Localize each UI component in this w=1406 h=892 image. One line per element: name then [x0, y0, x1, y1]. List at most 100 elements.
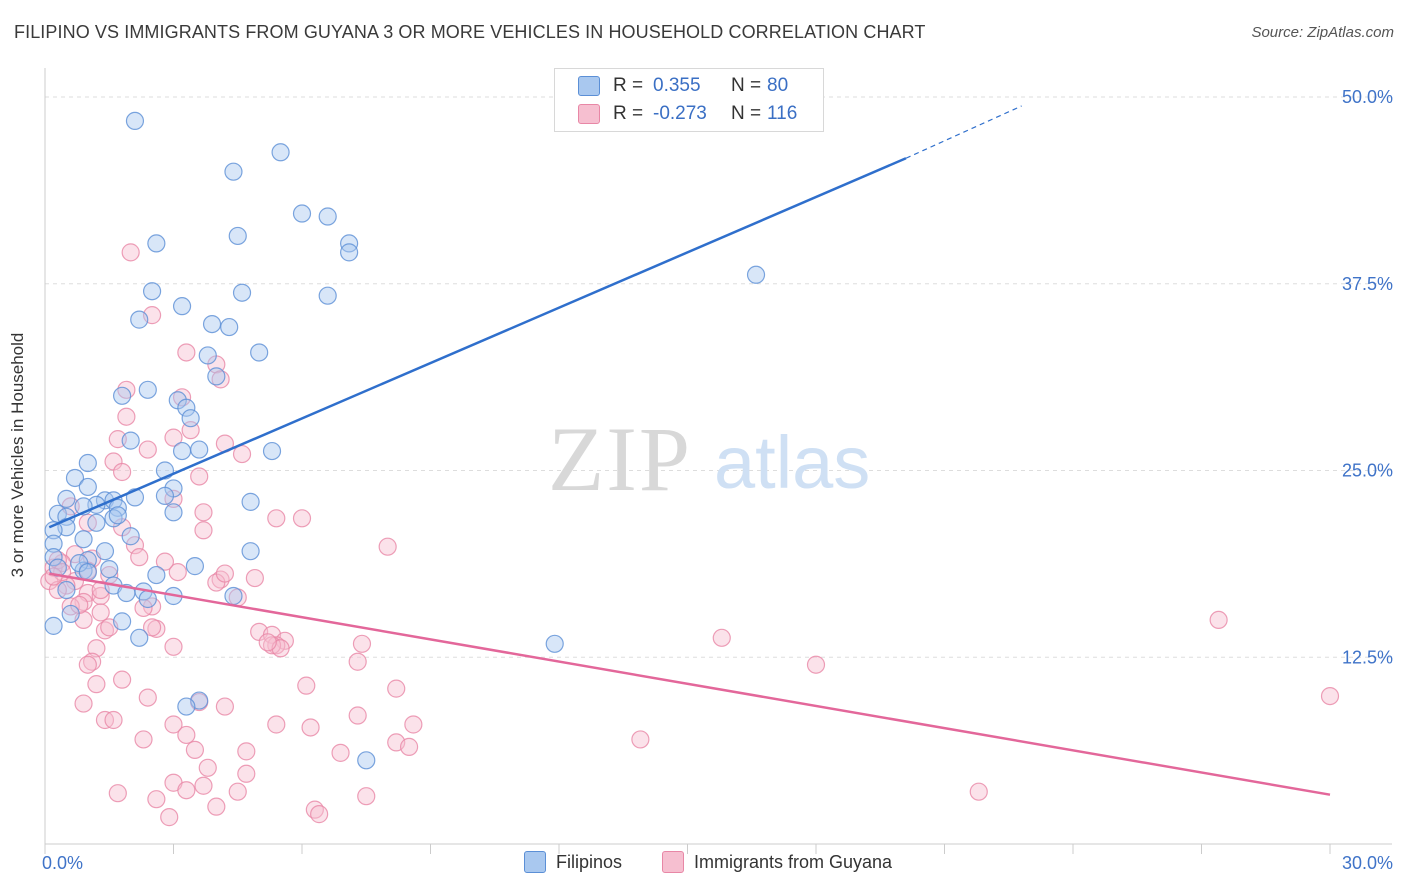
point-guyana	[194, 521, 213, 540]
point-guyana	[631, 730, 650, 749]
point-filipino	[207, 367, 226, 386]
bottom-legend-filipinos: Filipinos	[524, 851, 622, 873]
legend-swatch-blue	[524, 851, 546, 873]
point-guyana	[969, 782, 988, 801]
legend-r-value: -0.273	[653, 103, 707, 124]
point-guyana	[190, 467, 209, 486]
point-guyana	[164, 428, 183, 447]
watermark-zip: ZIP	[548, 408, 692, 510]
point-guyana	[121, 243, 140, 262]
y-axis-label: 3 or more Vehicles in Household	[8, 332, 27, 578]
point-filipino	[112, 612, 132, 631]
legend-n-label: N =	[731, 75, 762, 96]
point-filipino	[147, 234, 166, 253]
tick-labels: 12.5% 25.0% 37.5% 50.0% 0.0% 30.0%	[42, 87, 1393, 873]
trend-line-filipinos	[48, 157, 907, 529]
point-guyana	[194, 503, 213, 522]
point-guyana	[177, 343, 196, 362]
point-guyana	[352, 634, 372, 653]
legend-r-label: R =	[613, 103, 644, 124]
point-guyana	[215, 697, 234, 716]
point-filipino	[228, 226, 247, 246]
point-guyana	[177, 781, 196, 800]
point-guyana	[87, 675, 106, 694]
point-filipino	[44, 534, 63, 553]
point-filipino	[61, 604, 80, 624]
point-guyana	[74, 694, 93, 713]
point-filipino	[142, 282, 162, 301]
bottom-legend-guyana: Immigrants from Guyana	[662, 851, 892, 873]
point-guyana	[348, 706, 367, 725]
point-guyana	[267, 715, 286, 734]
point-guyana	[164, 637, 183, 656]
point-guyana	[348, 652, 367, 671]
point-filipino	[155, 486, 175, 505]
point-guyana	[301, 718, 320, 737]
point-guyana	[147, 790, 166, 809]
point-guyana	[138, 688, 157, 707]
point-filipino	[125, 111, 145, 131]
point-guyana	[207, 797, 226, 816]
point-guyana	[1320, 686, 1340, 706]
point-filipino	[44, 548, 63, 567]
point-filipino	[340, 243, 359, 262]
point-filipino	[224, 162, 243, 181]
x-tick-label: 0.0%	[42, 853, 83, 873]
point-filipino	[198, 346, 217, 365]
point-guyana	[198, 758, 217, 777]
trend-lines	[48, 105, 1331, 796]
point-filipino	[181, 409, 200, 428]
point-filipino	[177, 398, 196, 417]
point-guyana	[155, 552, 175, 571]
point-filipino	[65, 468, 85, 488]
point-filipino	[87, 513, 106, 532]
point-filipino	[147, 565, 166, 585]
point-guyana	[87, 639, 106, 658]
point-filipino	[121, 527, 140, 546]
point-guyana	[258, 633, 277, 652]
legend-label-filipinos: Filipinos	[556, 851, 623, 872]
point-guyana	[387, 679, 406, 698]
point-guyana	[112, 670, 132, 689]
point-guyana	[134, 730, 153, 749]
point-filipino	[172, 441, 192, 461]
point-guyana	[185, 740, 205, 759]
point-filipino	[100, 560, 119, 579]
point-filipino	[112, 386, 132, 405]
point-filipino	[271, 143, 290, 162]
point-guyana	[806, 655, 826, 674]
point-filipino	[57, 489, 76, 508]
point-guyana	[1209, 610, 1228, 630]
point-guyana	[292, 509, 312, 528]
point-filipino	[357, 751, 376, 770]
point-guyana	[237, 742, 256, 761]
point-guyana	[164, 715, 183, 734]
y-tick-label: 50.0%	[1342, 87, 1393, 107]
point-filipino	[220, 317, 239, 337]
point-guyana	[104, 710, 123, 730]
point-guyana	[177, 725, 196, 745]
legend-n-value: 80	[767, 75, 789, 96]
point-filipino	[57, 580, 76, 600]
point-guyana	[378, 537, 397, 556]
point-filipino	[185, 557, 205, 576]
chart-source: Source: ZipAtlas.com	[1251, 24, 1394, 41]
point-guyana	[125, 536, 145, 555]
point-filipino	[224, 586, 243, 606]
point-guyana	[108, 784, 127, 803]
point-filipino	[121, 431, 140, 450]
point-filipino	[108, 498, 127, 517]
point-filipino	[250, 343, 269, 362]
point-filipino	[138, 380, 157, 399]
gridlines	[45, 96, 1392, 658]
point-filipino	[746, 265, 766, 284]
y-tick-label: 25.0%	[1342, 461, 1393, 481]
point-filipino	[44, 616, 63, 635]
point-filipino	[177, 697, 196, 716]
legend-swatch-blue	[578, 76, 600, 96]
point-filipino	[164, 503, 183, 522]
point-guyana	[160, 808, 179, 827]
y-tick-label: 12.5%	[1342, 647, 1393, 667]
point-guyana	[112, 462, 132, 482]
